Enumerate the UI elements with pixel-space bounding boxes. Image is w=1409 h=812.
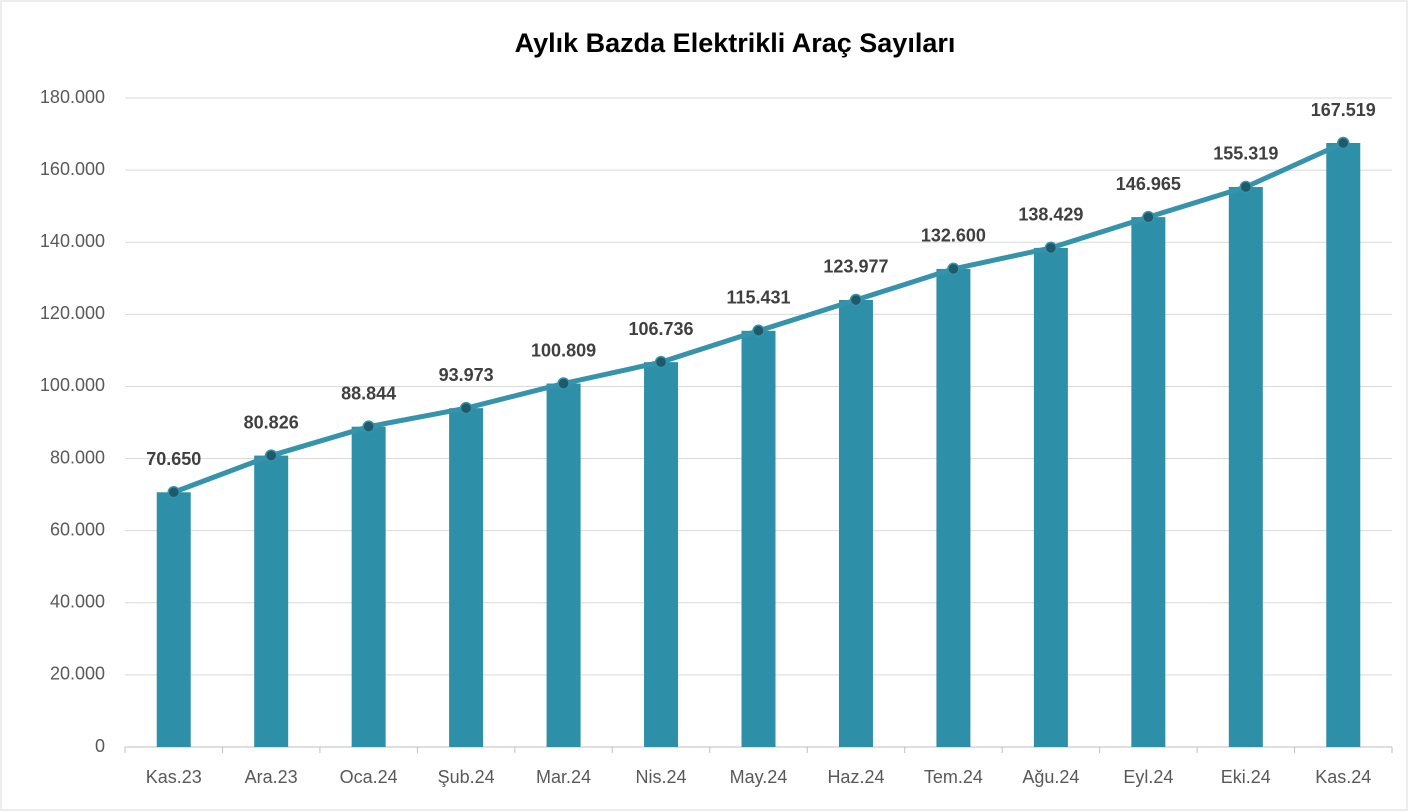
y-tick-label: 100.000 — [40, 375, 105, 395]
bar — [351, 426, 386, 747]
marker — [264, 449, 278, 462]
y-tick-label: 160.000 — [40, 159, 105, 179]
marker — [947, 262, 960, 276]
bar — [254, 455, 289, 747]
y-tick-label: 60.000 — [50, 519, 105, 539]
x-tick-label: Mar.24 — [536, 767, 591, 787]
value-label: 138.429 — [1018, 205, 1083, 225]
bar — [449, 408, 484, 747]
marker — [459, 401, 473, 415]
marker — [1142, 210, 1155, 224]
x-tick-label: Eyl.24 — [1123, 767, 1173, 787]
marker — [752, 324, 765, 338]
y-tick-label: 40.000 — [50, 592, 105, 612]
value-label: 146.965 — [1116, 174, 1181, 194]
x-tick-label: Şub.24 — [438, 767, 495, 787]
value-label: 88.844 — [341, 383, 396, 403]
bar — [838, 299, 873, 747]
bar — [1326, 143, 1361, 747]
x-tick-label: Eki.24 — [1221, 767, 1271, 787]
bar — [741, 330, 776, 747]
x-tick-label: Tem.24 — [924, 767, 983, 787]
marker — [1239, 180, 1253, 194]
value-label: 70.650 — [146, 449, 201, 469]
marker — [849, 293, 863, 307]
x-tick-label: Ağu.24 — [1022, 767, 1079, 787]
y-tick-label: 80.000 — [50, 447, 105, 467]
x-tick-label: Oca.24 — [340, 767, 398, 787]
bar — [644, 362, 679, 747]
y-tick-label: 180.000 — [40, 87, 105, 107]
value-label: 132.600 — [921, 226, 986, 246]
marker — [362, 420, 375, 433]
x-tick-label: Kas.24 — [1315, 767, 1371, 787]
y-tick-label: 20.000 — [50, 664, 105, 684]
bar — [1228, 186, 1263, 748]
y-tick-label: 0 — [95, 736, 105, 756]
value-label: 123.977 — [823, 257, 888, 277]
marker — [1337, 136, 1350, 150]
bar — [546, 383, 581, 747]
marker — [654, 355, 668, 369]
value-label: 167.519 — [1311, 100, 1376, 120]
x-tick-label: Nis.24 — [636, 767, 687, 787]
value-label: 106.736 — [628, 319, 693, 339]
y-tick-label: 120.000 — [40, 303, 105, 323]
marker — [1044, 241, 1058, 255]
x-tick-label: Kas.23 — [146, 767, 202, 787]
value-label: 155.319 — [1213, 144, 1278, 164]
chart-title: Aylık Bazda Elektrikli Araç Sayıları — [515, 28, 956, 58]
bar — [156, 492, 191, 747]
bar — [1033, 247, 1068, 748]
x-tick-label: Ara.23 — [245, 767, 298, 787]
value-label: 93.973 — [439, 365, 494, 385]
y-tick-label: 140.000 — [40, 231, 105, 251]
x-tick-label: May.24 — [730, 767, 788, 787]
value-label: 100.809 — [531, 340, 596, 360]
marker — [557, 377, 570, 390]
bar — [1131, 217, 1166, 748]
value-label: 115.431 — [726, 288, 790, 308]
x-tick-label: Haz.24 — [827, 767, 884, 787]
bar — [936, 268, 971, 747]
marker — [167, 486, 180, 499]
value-label: 80.826 — [244, 412, 299, 432]
